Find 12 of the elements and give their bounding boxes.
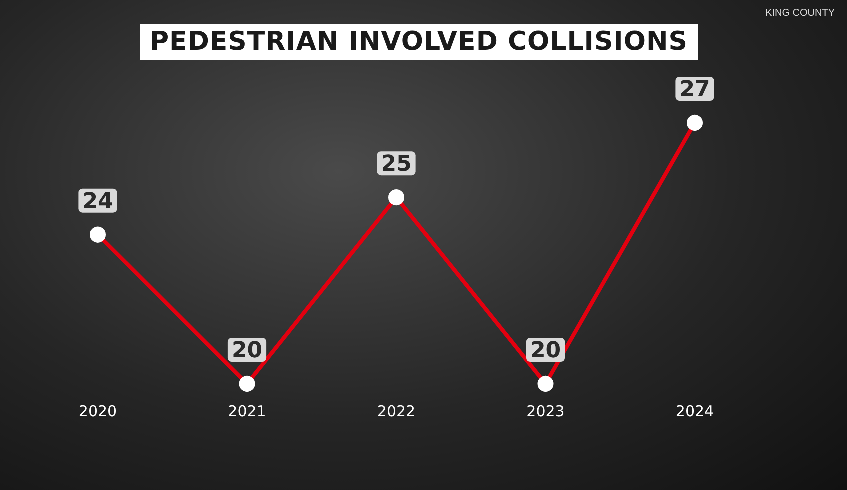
x-tick-label: 2022 — [377, 402, 416, 420]
text: KING COUNTY — [766, 8, 835, 19]
data-label: 27 — [680, 78, 710, 102]
x-tick-label: 2024 — [676, 402, 714, 420]
x-tick-label: 2021 — [228, 402, 266, 420]
x-tick-label: 2023 — [526, 402, 565, 420]
data-label: 25 — [381, 152, 412, 178]
chart-title: PEDESTRIAN INVOLVED COLLISIONS — [140, 24, 698, 60]
data-label: 20 — [530, 338, 562, 364]
data-label: 24 — [82, 189, 114, 214]
x-tick-label: 2020 — [78, 402, 118, 420]
data-label: 20 — [232, 338, 263, 364]
